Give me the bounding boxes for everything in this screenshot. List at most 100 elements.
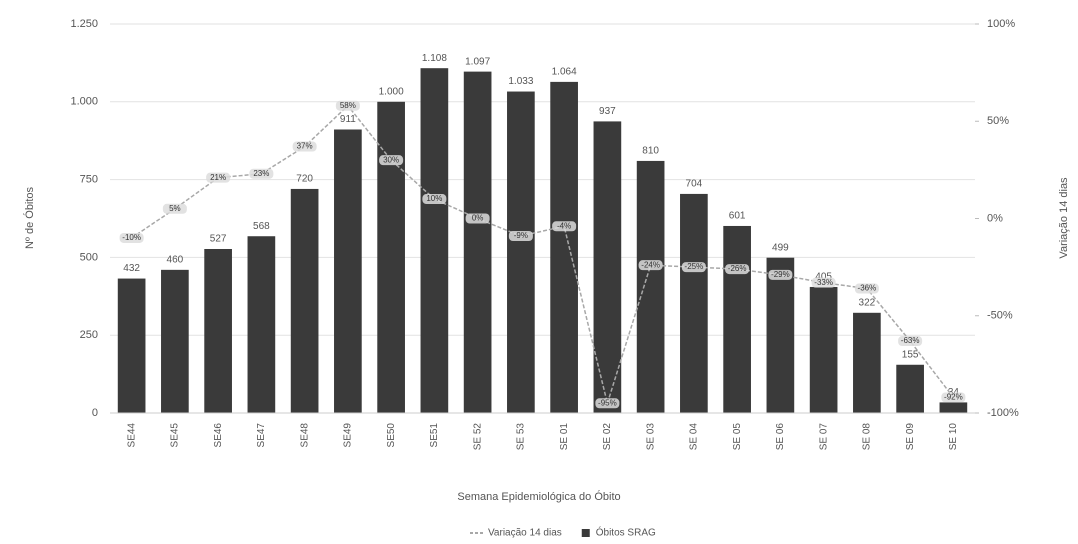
bar bbox=[939, 402, 968, 413]
x-tick-label: SE 04 bbox=[689, 423, 700, 451]
x-tick-label: SE 03 bbox=[645, 423, 656, 451]
x-tick-label: SE 05 bbox=[732, 423, 743, 451]
bar bbox=[853, 312, 881, 413]
y2-axis-label: Variação 14 dias bbox=[1058, 177, 1070, 259]
y-tick-label: 0 bbox=[92, 407, 98, 419]
bar-value-label: 1.064 bbox=[552, 67, 577, 78]
line-label-bg bbox=[854, 283, 879, 294]
y-tick-label: 250 bbox=[80, 329, 98, 341]
bar-value-label: 704 bbox=[686, 179, 703, 190]
bar bbox=[593, 121, 622, 413]
y-tick-label: 750 bbox=[80, 174, 98, 186]
line-label-bg bbox=[162, 203, 187, 214]
line-value-label: 21% bbox=[210, 173, 226, 182]
line-value-label: -36% bbox=[858, 284, 877, 293]
bar bbox=[723, 225, 751, 413]
line-label-bg bbox=[206, 172, 231, 183]
line-label-bg bbox=[898, 336, 923, 347]
bar-value-label: 1.000 bbox=[379, 86, 404, 97]
bar-value-label: 1.108 bbox=[422, 53, 447, 64]
y2-tick-label: 0% bbox=[987, 212, 1003, 224]
bar bbox=[766, 257, 795, 413]
bar-value-label: 1.033 bbox=[508, 76, 533, 87]
line-value-label: -10% bbox=[122, 233, 141, 242]
bar bbox=[636, 160, 665, 413]
line-value-label: -9% bbox=[514, 231, 528, 240]
x-tick-label: SE 02 bbox=[602, 423, 613, 451]
y2-tick-label: 50% bbox=[987, 115, 1009, 127]
line-label-bg bbox=[249, 168, 274, 179]
line-label-bg bbox=[811, 277, 836, 288]
line-label-bg bbox=[725, 264, 750, 275]
line-value-label: -26% bbox=[728, 264, 747, 273]
bar bbox=[507, 91, 535, 414]
line-value-label: -29% bbox=[771, 270, 790, 279]
x-tick-label: SE 06 bbox=[775, 423, 786, 451]
line-label-bg bbox=[335, 100, 360, 111]
line-value-label: 37% bbox=[297, 142, 313, 151]
bar bbox=[680, 193, 708, 413]
x-tick-label: SE 07 bbox=[818, 423, 829, 451]
line-label-bg bbox=[681, 262, 706, 273]
x-tick-label: SE 09 bbox=[905, 423, 916, 451]
bar-value-label: 1.097 bbox=[465, 56, 490, 67]
bar bbox=[290, 188, 319, 413]
line-value-label: -25% bbox=[685, 262, 704, 271]
bar-value-label: 460 bbox=[167, 254, 184, 265]
legend-swatch bbox=[581, 529, 590, 537]
line-value-label: -92% bbox=[944, 393, 963, 402]
bar bbox=[204, 248, 232, 413]
x-tick-label: SE49 bbox=[343, 423, 354, 448]
x-tick-label: SE 53 bbox=[516, 423, 527, 451]
line-value-label: 30% bbox=[383, 155, 399, 164]
line-label-bg bbox=[595, 398, 620, 409]
bar-value-label: 601 bbox=[729, 211, 746, 222]
y-tick-label: 1.000 bbox=[70, 96, 98, 108]
line-label-bg bbox=[292, 141, 317, 152]
bar bbox=[161, 269, 189, 413]
x-tick-label: SE 52 bbox=[472, 423, 483, 451]
line-value-label: 23% bbox=[253, 169, 269, 178]
bar-value-label: 155 bbox=[902, 349, 919, 360]
bar-value-label: 499 bbox=[772, 242, 789, 253]
line-label-bg bbox=[119, 232, 144, 243]
x-tick-label: SE51 bbox=[429, 423, 440, 448]
line-value-label: 10% bbox=[426, 194, 442, 203]
bar bbox=[117, 278, 146, 413]
bar-value-label: 432 bbox=[123, 263, 140, 274]
line-label-bg bbox=[941, 392, 966, 403]
line-label-bg bbox=[422, 194, 447, 205]
x-tick-label: SE47 bbox=[256, 423, 267, 448]
y-axis-label: Nº de Óbitos bbox=[23, 186, 36, 249]
y2-tick-label: 100% bbox=[987, 18, 1015, 30]
line-value-label: -33% bbox=[814, 278, 833, 287]
line-value-label: 58% bbox=[340, 101, 356, 110]
x-tick-label: SE44 bbox=[126, 423, 137, 448]
line-label-bg bbox=[638, 260, 663, 271]
bar bbox=[550, 81, 578, 413]
bar-value-label: 911 bbox=[340, 114, 356, 125]
line-label-bg bbox=[552, 221, 577, 232]
line-value-label: -63% bbox=[901, 336, 920, 345]
legend-label: Variação 14 dias bbox=[488, 528, 562, 539]
line-value-label: 5% bbox=[169, 204, 181, 213]
x-tick-label: SE 01 bbox=[559, 423, 570, 451]
x-tick-label: SE46 bbox=[213, 423, 224, 448]
bar-value-label: 322 bbox=[859, 297, 876, 308]
line-value-label: -24% bbox=[641, 260, 660, 269]
bar bbox=[896, 364, 924, 413]
line-value-label: -95% bbox=[598, 398, 617, 407]
line-label-bg bbox=[768, 269, 793, 280]
y-tick-label: 1.250 bbox=[70, 18, 98, 30]
legend-label: Óbitos SRAG bbox=[596, 526, 656, 539]
bar bbox=[809, 286, 838, 413]
line-label-bg bbox=[465, 213, 490, 224]
x-tick-label: SE 08 bbox=[862, 423, 873, 451]
y2-tick-label: -100% bbox=[987, 407, 1019, 419]
line-label-bg bbox=[508, 231, 533, 242]
bar-value-label: 568 bbox=[253, 221, 270, 232]
bar bbox=[463, 71, 492, 414]
bar-value-label: 937 bbox=[599, 106, 616, 117]
bar bbox=[334, 129, 362, 413]
